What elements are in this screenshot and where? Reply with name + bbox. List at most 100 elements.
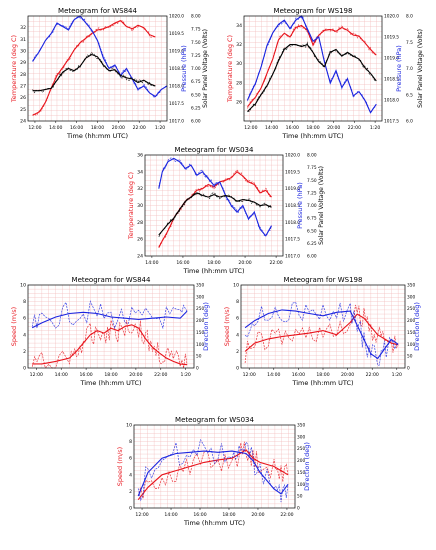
chart-panel-1: Meteogram for WS844 12:00 14:00 16:00 18:00 2…	[10, 7, 209, 140]
y-tick-label: 28	[236, 80, 242, 86]
y2-tick-label: 1018.5	[285, 203, 300, 209]
y2-tick-label: 50	[196, 354, 202, 360]
y3-tick-label: 7.25	[307, 190, 317, 196]
series-line-raw	[247, 41, 377, 113]
y2-tick-label: 1019.0	[285, 186, 300, 192]
y3-tick-label: 7.75	[191, 27, 201, 33]
y3-tick-label: 6.25	[307, 241, 317, 247]
y-tick-label: 24	[20, 119, 26, 125]
y-tick-label: 34	[137, 169, 143, 175]
y2-tick-label: 300	[196, 294, 204, 300]
x-tick-label: 22:00	[154, 372, 167, 378]
y-tick-label: 31	[20, 37, 26, 43]
chart-title: Meteogram for WS844	[72, 276, 151, 284]
y-tick-label: 2	[129, 489, 132, 495]
x-tick-label: 14:00	[55, 372, 68, 378]
y2-tick-label: 0	[196, 366, 199, 372]
y2-tick-label: 150	[196, 330, 204, 336]
y-axis-label: Speed (m/s)	[116, 447, 124, 486]
x-tick-label: 20:00	[112, 125, 125, 131]
x-tick-label: 22:00	[280, 512, 293, 518]
series-line	[137, 449, 289, 501]
x-tick-label: 20:00	[251, 512, 264, 518]
series-line-raw	[31, 300, 188, 330]
series-line-raw	[244, 304, 399, 364]
series-line	[32, 20, 156, 116]
series-line	[32, 15, 168, 98]
y-tick-label: 24	[137, 254, 143, 260]
chart-panel-6: Meteogram for WS034 12:00 14:00 16:00 18:00 2…	[116, 416, 311, 527]
y3-axis-label: Solar Panel Voltage (Volts)	[417, 29, 424, 108]
x-tick-label: 16:00	[292, 372, 305, 378]
x-tick-label: 20:00	[327, 125, 340, 131]
y2-tick-label: 1017.5	[384, 119, 399, 125]
y3-tick-label: 6.0	[406, 119, 413, 125]
chart-title: Meteogram for WS034	[175, 416, 254, 424]
y-tick-label: 6	[236, 316, 239, 322]
series-line	[32, 53, 156, 92]
y2-tick-label: 350	[297, 423, 305, 429]
x-tick-label: 22:00	[366, 372, 379, 378]
x-tick-label: 14:00	[145, 260, 158, 266]
series-line-raw	[244, 301, 399, 366]
y-tick-label: 30	[236, 61, 242, 67]
y3-tick-label: 6.00	[191, 119, 201, 125]
y2-tick-label: 0	[407, 366, 410, 372]
series-line-raw	[247, 23, 377, 109]
y-tick-label: 26	[137, 237, 143, 243]
y3-tick-label: 7.50	[191, 40, 201, 46]
x-tick-label: 1:20	[370, 125, 380, 131]
x-tick-label: 18:00	[222, 512, 235, 518]
y2-tick-label: 1017.5	[169, 101, 184, 107]
y-tick-label: 10	[20, 283, 26, 289]
x-tick-label: 14:00	[265, 125, 278, 131]
y2-tick-label: 1018.0	[285, 220, 300, 226]
x-tick-label: 16:00	[70, 125, 83, 131]
y2-axis-label: Pressure (hPa)	[180, 45, 188, 92]
y-axis-label: Speed (m/s)	[10, 307, 18, 346]
x-axis-label: Time (hh:mm UTC)	[66, 132, 128, 140]
chart-panel-3: Meteogram for WS034 14:00 16:00 18:00 20:00 2…	[127, 146, 325, 275]
series-line-raw	[32, 16, 168, 99]
y3-tick-label: 6.75	[307, 216, 317, 222]
y2-tick-label: 1019.0	[384, 56, 399, 62]
y-tick-label: 6	[23, 316, 26, 322]
y3-tick-label: 7.75	[307, 165, 317, 171]
y2-tick-label: 0	[297, 506, 300, 512]
x-tick-label: 18:00	[104, 372, 117, 378]
series-line-raw	[247, 15, 377, 114]
y3-axis-label: Solar Panel Voltage (Volts)	[318, 166, 325, 245]
y2-tick-label: 1017.0	[285, 254, 300, 260]
grid	[134, 425, 295, 508]
y-tick-label: 0	[23, 366, 26, 372]
x-tick-label: 14:00	[267, 372, 280, 378]
grid	[28, 285, 194, 368]
chart-panel-5: Meteogram for WS198 12:00 14:00 16:00 18:00 2…	[223, 276, 421, 387]
y3-tick-label: 8.00	[191, 14, 201, 20]
y2-tick-label: 1017.0	[169, 119, 184, 125]
x-tick-label: 18:00	[207, 260, 220, 266]
series-line-raw	[137, 441, 289, 499]
x-tick-label: 18:00	[306, 125, 319, 131]
y2-tick-label: 50	[297, 494, 303, 500]
y2-tick-label: 1018.0	[169, 84, 184, 90]
x-tick-label: 1:20	[181, 372, 191, 378]
series-line	[158, 192, 272, 236]
y3-tick-label: 7.25	[191, 53, 201, 59]
y3-tick-label: 6.25	[191, 105, 201, 111]
y-tick-label: 10	[126, 423, 132, 429]
series-line	[31, 310, 188, 329]
y2-tick-label: 1019.0	[169, 49, 184, 55]
x-tick-label: 14:00	[49, 125, 62, 131]
x-tick-label: 22:00	[133, 125, 146, 131]
y-tick-label: 8	[236, 299, 239, 305]
y-tick-label: 32	[20, 25, 26, 31]
y-tick-label: 32	[236, 42, 242, 48]
x-axis-label: Time (hh:mm UTC)	[183, 519, 245, 527]
y2-tick-label: 250	[196, 306, 204, 312]
y2-axis-label: Direction (deg)	[303, 442, 311, 491]
chart-title: Meteogram for WS034	[175, 146, 254, 154]
x-tick-label: 16:00	[176, 260, 189, 266]
x-axis-label: Time (hh:mm UTC)	[182, 267, 244, 275]
